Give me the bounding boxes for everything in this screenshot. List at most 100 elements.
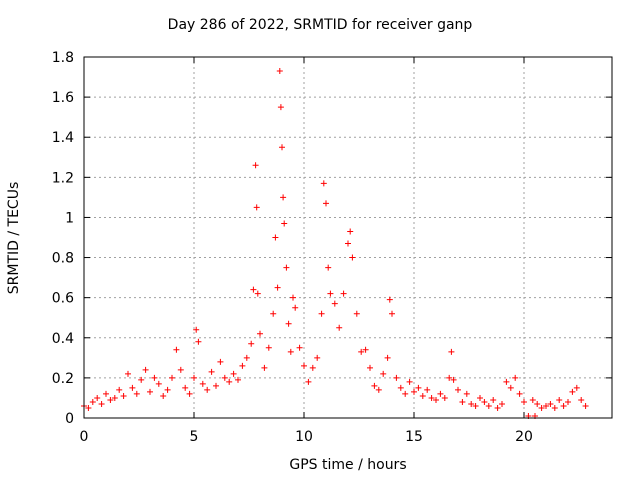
data-point (485, 402, 492, 409)
data-point (213, 382, 219, 389)
data-point (195, 338, 202, 345)
y-tick-label: 0.2 (52, 371, 74, 387)
data-point (318, 310, 325, 317)
x-tick-label: 5 (190, 429, 199, 445)
data-point (169, 374, 175, 381)
data-point (437, 390, 444, 397)
data-point (292, 304, 299, 311)
data-point (345, 240, 351, 247)
data-point (155, 380, 162, 387)
data-point (276, 68, 283, 75)
data-point (253, 204, 260, 211)
data-point (573, 384, 580, 391)
data-point (323, 200, 329, 207)
data-point (481, 398, 488, 405)
data-point (305, 378, 312, 385)
data-point (406, 378, 413, 385)
data-point (147, 388, 153, 395)
data-point (239, 362, 246, 369)
data-point (455, 386, 461, 393)
data-point (257, 330, 263, 337)
data-point (89, 398, 96, 405)
data-point (556, 396, 563, 403)
y-tick-label: 0.4 (52, 331, 74, 347)
data-point (380, 370, 387, 377)
data-point (349, 254, 356, 261)
data-point (362, 346, 369, 353)
data-point (133, 390, 140, 397)
data-point (499, 400, 505, 407)
data-point (151, 374, 158, 381)
data-point (521, 398, 527, 405)
data-point (272, 234, 279, 241)
grid-lines (84, 57, 612, 418)
data-point (472, 402, 479, 409)
data-point (281, 220, 288, 227)
data-point (327, 290, 334, 297)
data-point (336, 324, 343, 331)
data-point (325, 264, 332, 271)
data-point (582, 402, 589, 409)
data-point (569, 388, 576, 395)
axis-ticks: 0 0.2 0.4 0.6 0.8 1 1.2 1.4 1.6 1.8 0 5 10 15 20 (52, 50, 612, 445)
data-point (283, 264, 290, 271)
chart-title: Day 286 of 2022, SRMTID for receiver gan… (167, 17, 473, 33)
data-point (252, 162, 259, 169)
data-point (301, 362, 307, 369)
data-point (177, 366, 184, 373)
data-point (98, 400, 105, 407)
data-point (296, 344, 303, 351)
data-point (358, 348, 365, 355)
data-point (459, 398, 466, 405)
data-point (347, 228, 354, 235)
data-point (397, 384, 404, 391)
y-tick-label: 1.4 (52, 130, 74, 146)
y-tick-label: 1.8 (52, 50, 74, 66)
data-point (384, 354, 391, 361)
data-points (81, 68, 589, 419)
data-point (490, 396, 497, 403)
data-point (578, 396, 585, 403)
data-point (402, 390, 409, 397)
data-point (503, 378, 510, 385)
data-point (199, 380, 206, 387)
data-point (309, 364, 316, 371)
data-point (221, 374, 228, 381)
data-point (142, 366, 149, 373)
data-point (270, 310, 277, 317)
data-point (261, 364, 268, 371)
data-point (477, 394, 483, 401)
x-tick-label: 15 (405, 429, 423, 445)
data-point (512, 374, 519, 381)
plot-frame (83, 56, 613, 419)
data-point (254, 290, 261, 297)
data-point (129, 384, 136, 391)
data-point (433, 396, 439, 403)
data-point (191, 374, 197, 381)
y-tick-label: 0 (65, 411, 74, 427)
data-point (450, 376, 457, 383)
data-point (164, 386, 171, 393)
data-point (389, 310, 395, 317)
data-point (116, 386, 123, 393)
data-point (243, 354, 250, 361)
data-point (375, 386, 382, 393)
data-point (331, 300, 338, 307)
data-point (560, 402, 567, 409)
data-point (107, 396, 114, 403)
data-point (285, 320, 292, 327)
data-point (250, 286, 257, 293)
data-point (543, 402, 549, 409)
y-tick-label: 1.6 (52, 90, 74, 106)
data-point (94, 394, 101, 401)
data-point (248, 340, 255, 347)
data-point (551, 404, 558, 411)
data-point (290, 294, 296, 301)
data-point (287, 348, 294, 355)
data-point (446, 374, 453, 381)
data-point (182, 384, 189, 391)
data-point (367, 364, 373, 371)
data-point (217, 358, 224, 365)
data-point (274, 284, 281, 291)
y-tick-label: 1.2 (52, 170, 74, 186)
